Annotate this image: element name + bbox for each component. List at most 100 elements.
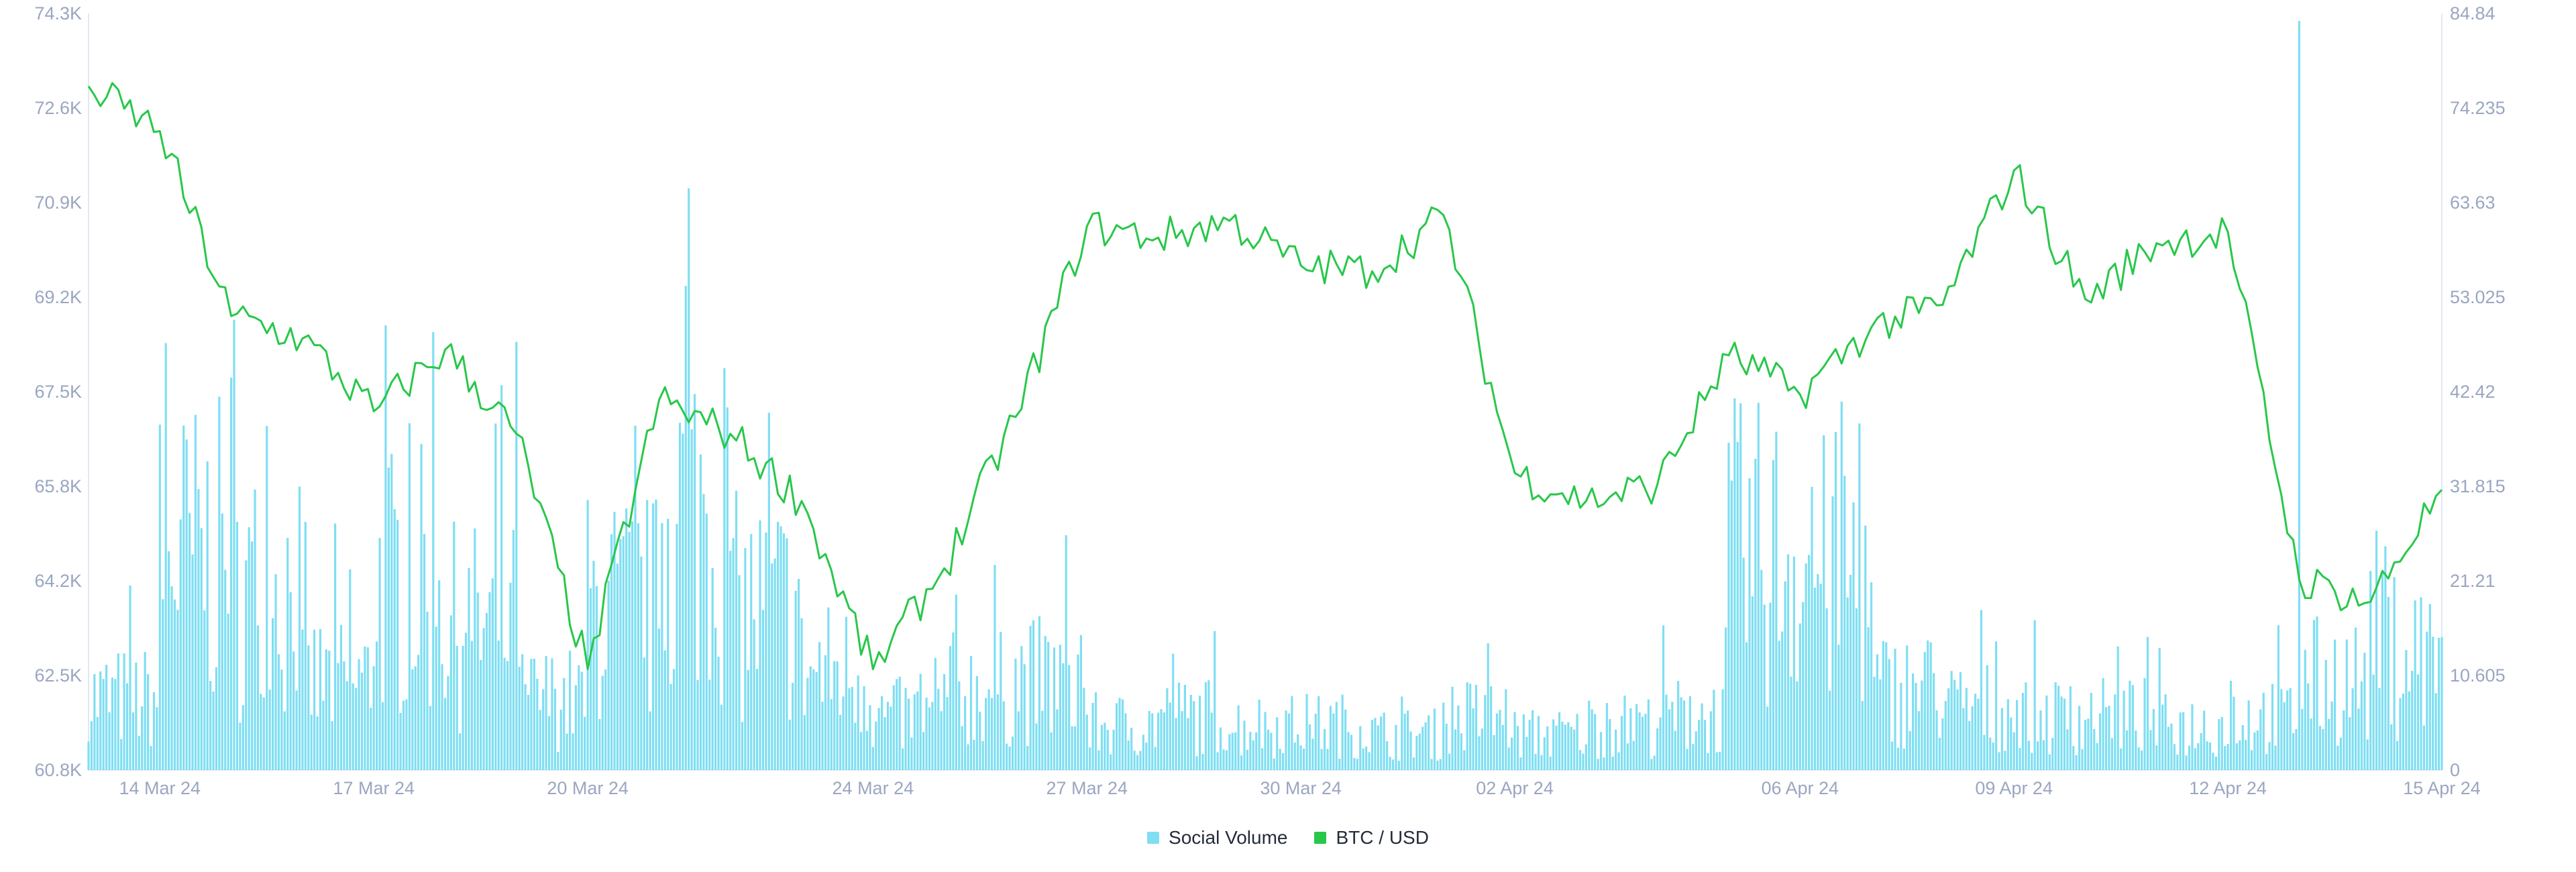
social-volume-bar[interactable] bbox=[1736, 441, 1739, 770]
social-volume-bar[interactable] bbox=[1276, 717, 1279, 770]
social-volume-bar[interactable] bbox=[1142, 734, 1144, 770]
social-volume-bar[interactable] bbox=[1674, 730, 1676, 770]
social-volume-bar[interactable] bbox=[1297, 734, 1299, 770]
social-volume-bar[interactable] bbox=[1840, 401, 1843, 770]
social-volume-bar[interactable] bbox=[1356, 759, 1358, 770]
social-volume-bar[interactable] bbox=[1401, 696, 1403, 770]
social-volume-bar[interactable] bbox=[1383, 712, 1385, 770]
social-volume-bar[interactable] bbox=[1395, 724, 1397, 770]
social-volume-bar[interactable] bbox=[485, 612, 488, 770]
social-volume-bar[interactable] bbox=[559, 710, 562, 770]
social-volume-bar[interactable] bbox=[1852, 502, 1855, 770]
social-volume-bar[interactable] bbox=[1136, 755, 1139, 770]
social-volume-bar[interactable] bbox=[2125, 730, 2129, 770]
social-volume-bar[interactable] bbox=[1050, 732, 1053, 770]
social-volume-bar[interactable] bbox=[735, 490, 738, 770]
social-volume-bar[interactable] bbox=[1932, 673, 1935, 770]
social-volume-bar[interactable] bbox=[339, 624, 343, 770]
social-volume-bar[interactable] bbox=[1424, 722, 1427, 770]
social-volume-bar[interactable] bbox=[1751, 596, 1754, 770]
social-volume-bar[interactable] bbox=[2354, 627, 2357, 770]
social-volume-bar[interactable] bbox=[1068, 665, 1071, 770]
social-volume-bar[interactable] bbox=[411, 669, 414, 770]
social-volume-bar[interactable] bbox=[2333, 639, 2337, 770]
social-volume-bar[interactable] bbox=[1998, 752, 2000, 770]
social-volume-bar[interactable] bbox=[1365, 746, 1368, 770]
social-volume-bar[interactable] bbox=[108, 712, 111, 770]
social-volume-bar[interactable] bbox=[2307, 683, 2310, 770]
social-volume-bar[interactable] bbox=[1091, 702, 1094, 770]
social-volume-bar[interactable] bbox=[533, 659, 535, 770]
social-volume-bar[interactable] bbox=[610, 534, 613, 770]
social-volume-bar[interactable] bbox=[272, 618, 274, 770]
social-volume-bar[interactable] bbox=[1163, 712, 1165, 770]
social-volume-bar[interactable] bbox=[2182, 712, 2185, 770]
social-volume-bar[interactable] bbox=[206, 461, 209, 770]
social-volume-bar[interactable] bbox=[2271, 684, 2274, 770]
social-volume-bar[interactable] bbox=[750, 534, 753, 770]
social-volume-bar[interactable] bbox=[376, 641, 378, 770]
social-volume-bar[interactable] bbox=[480, 659, 482, 770]
social-volume-bar[interactable] bbox=[1701, 703, 1703, 770]
social-volume-bar[interactable] bbox=[854, 722, 857, 770]
social-volume-bar[interactable] bbox=[738, 575, 741, 770]
social-volume-bar[interactable] bbox=[1935, 710, 1938, 770]
social-volume-bar[interactable] bbox=[1112, 729, 1115, 770]
social-volume-bar[interactable] bbox=[1130, 727, 1133, 770]
social-volume-bar[interactable] bbox=[651, 503, 655, 770]
social-volume-bar[interactable] bbox=[1121, 699, 1124, 770]
social-volume-bar[interactable] bbox=[387, 468, 390, 770]
social-volume-bar[interactable] bbox=[1079, 635, 1082, 770]
social-volume-bar[interactable] bbox=[2337, 745, 2339, 770]
social-volume-bar[interactable] bbox=[1721, 689, 1724, 770]
social-volume-bar[interactable] bbox=[1439, 759, 1442, 770]
social-volume-bar[interactable] bbox=[1784, 581, 1786, 770]
social-volume-bar[interactable] bbox=[2194, 748, 2196, 770]
social-volume-bar[interactable] bbox=[443, 698, 447, 770]
social-volume-bar[interactable] bbox=[2087, 718, 2090, 770]
social-volume-bar[interactable] bbox=[1484, 695, 1487, 770]
social-volume-bar[interactable] bbox=[429, 706, 431, 770]
social-volume-bar[interactable] bbox=[937, 688, 940, 770]
social-volume-bar[interactable] bbox=[1962, 708, 1965, 770]
social-volume-bar[interactable] bbox=[2143, 677, 2146, 770]
social-volume-bar[interactable] bbox=[173, 599, 176, 770]
social-volume-bar[interactable] bbox=[586, 500, 589, 770]
social-volume-bar[interactable] bbox=[690, 429, 693, 770]
social-volume-bar[interactable] bbox=[2233, 696, 2235, 770]
social-volume-bar[interactable] bbox=[227, 613, 229, 770]
social-volume-bar[interactable] bbox=[1350, 734, 1353, 770]
social-volume-bar[interactable] bbox=[1950, 671, 1953, 770]
social-volume-bar[interactable] bbox=[857, 675, 859, 770]
social-volume-bar[interactable] bbox=[1228, 734, 1231, 770]
social-volume-bar[interactable] bbox=[1588, 700, 1591, 770]
social-volume-bar[interactable] bbox=[1314, 714, 1317, 770]
social-volume-bar[interactable] bbox=[1106, 730, 1109, 770]
social-volume-bar[interactable] bbox=[1825, 608, 1828, 770]
social-volume-bar[interactable] bbox=[1927, 640, 1929, 770]
social-volume-bar[interactable] bbox=[449, 615, 452, 770]
social-volume-bar[interactable] bbox=[2310, 718, 2312, 770]
social-volume-bar[interactable] bbox=[2259, 709, 2262, 770]
social-volume-bar[interactable] bbox=[1445, 723, 1448, 770]
social-volume-bar[interactable] bbox=[604, 669, 607, 770]
social-volume-bar[interactable] bbox=[886, 702, 890, 770]
social-volume-bar[interactable] bbox=[1353, 757, 1356, 770]
social-volume-bar[interactable] bbox=[2292, 732, 2295, 770]
social-volume-bar[interactable] bbox=[310, 714, 313, 770]
social-volume-bar[interactable] bbox=[1923, 652, 1926, 770]
social-volume-bar[interactable] bbox=[827, 607, 830, 770]
social-volume-bar[interactable] bbox=[266, 426, 268, 770]
social-volume-bar[interactable] bbox=[2212, 753, 2214, 770]
social-volume-bar[interactable] bbox=[1977, 698, 1980, 770]
social-volume-bar[interactable] bbox=[1558, 712, 1561, 770]
social-volume-bar[interactable] bbox=[1609, 718, 1611, 770]
social-volume-bar[interactable] bbox=[981, 741, 984, 770]
social-volume-bar[interactable] bbox=[292, 651, 295, 770]
social-volume-bar[interactable] bbox=[1582, 753, 1585, 770]
social-volume-bar[interactable] bbox=[1011, 737, 1014, 770]
social-volume-bar[interactable] bbox=[2393, 577, 2396, 770]
social-volume-bar[interactable] bbox=[131, 712, 135, 770]
social-volume-bar[interactable] bbox=[2108, 706, 2110, 770]
social-volume-bar[interactable] bbox=[2214, 756, 2217, 770]
